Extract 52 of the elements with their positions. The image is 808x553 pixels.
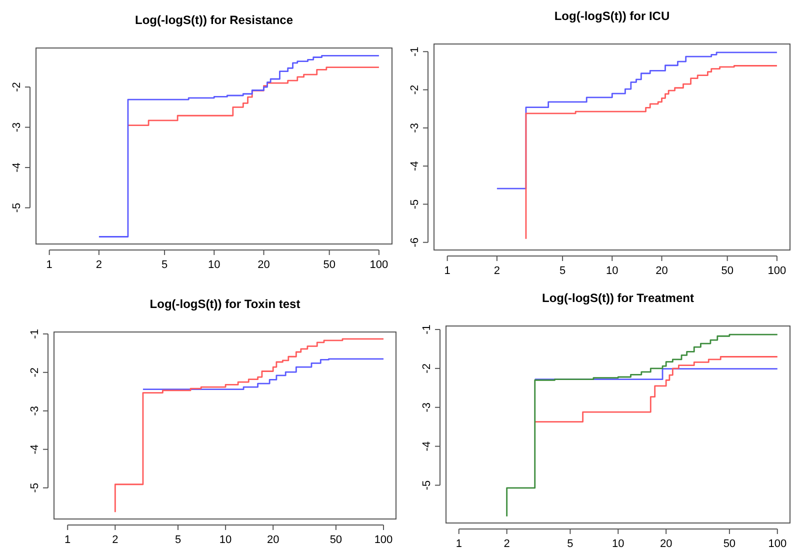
x-tick-label: 10 (208, 259, 220, 271)
x-tick-label: 5 (174, 534, 182, 546)
x-tick-label: 50 (721, 265, 734, 277)
x-tick-label: 5 (567, 538, 574, 550)
x-tick-label: 20 (258, 259, 270, 271)
x-tick-label: 20 (656, 265, 668, 277)
y-tick-label: -3 (11, 122, 23, 132)
x-tick-label: 20 (266, 534, 280, 546)
x-tick-label: 50 (323, 259, 336, 271)
x-tick-label: 1 (444, 265, 450, 277)
y-tick-label: -3 (421, 402, 433, 412)
x-tick-label: 1 (46, 259, 52, 271)
x-tick-label: 10 (606, 265, 618, 277)
x-tick-label: 50 (330, 534, 342, 546)
y-tick-label: -5 (29, 482, 41, 493)
y-tick-label: -2 (29, 368, 41, 378)
x-tick-label: 5 (559, 265, 566, 277)
y-tick-label: -1 (409, 46, 421, 57)
y-tick-label: -3 (29, 406, 41, 416)
x-tick-label: 10 (612, 538, 624, 550)
x-tick-label: 100 (374, 534, 393, 546)
y-tick-label: -4 (11, 162, 23, 172)
x-tick-label: 50 (723, 538, 736, 550)
y-tick-label: -5 (11, 202, 23, 213)
y-tick-label: -5 (421, 480, 433, 490)
x-tick-label: 100 (768, 265, 786, 277)
x-tick-label: 2 (494, 265, 500, 277)
y-tick-label: -1 (29, 329, 41, 339)
x-tick-label: 1 (456, 538, 462, 550)
y-tick-label: -4 (421, 441, 433, 452)
y-tick-label: -5 (409, 199, 421, 210)
x-tick-label: 2 (504, 538, 510, 550)
y-tick-label: -6 (409, 237, 421, 248)
x-tick-label: 2 (96, 259, 102, 271)
chart-title: Log(-logS(t)) for Resistance (135, 13, 294, 27)
x-tick-label: 100 (768, 538, 787, 550)
y-tick-label: -2 (421, 364, 433, 374)
y-tick-label: -4 (29, 444, 41, 454)
chart-title: Log(-logS(t)) for Treatment (542, 291, 694, 305)
x-tick-label: 100 (370, 259, 388, 271)
x-tick-label: 10 (219, 534, 232, 546)
y-tick-label: -2 (409, 84, 421, 95)
y-tick-label: -1 (421, 324, 433, 334)
x-tick-label: 5 (161, 259, 168, 271)
chart-title: Log(-logS(t)) for ICU (554, 9, 670, 23)
x-tick-label: 1 (64, 534, 71, 546)
x-tick-label: 20 (660, 538, 672, 550)
y-tick-label: -4 (409, 161, 421, 171)
y-tick-label: -3 (409, 123, 421, 133)
chart-title: Log(-logS(t)) for Toxin test (150, 297, 300, 311)
y-tick-label: -2 (11, 82, 23, 92)
x-tick-label: 2 (112, 534, 118, 546)
